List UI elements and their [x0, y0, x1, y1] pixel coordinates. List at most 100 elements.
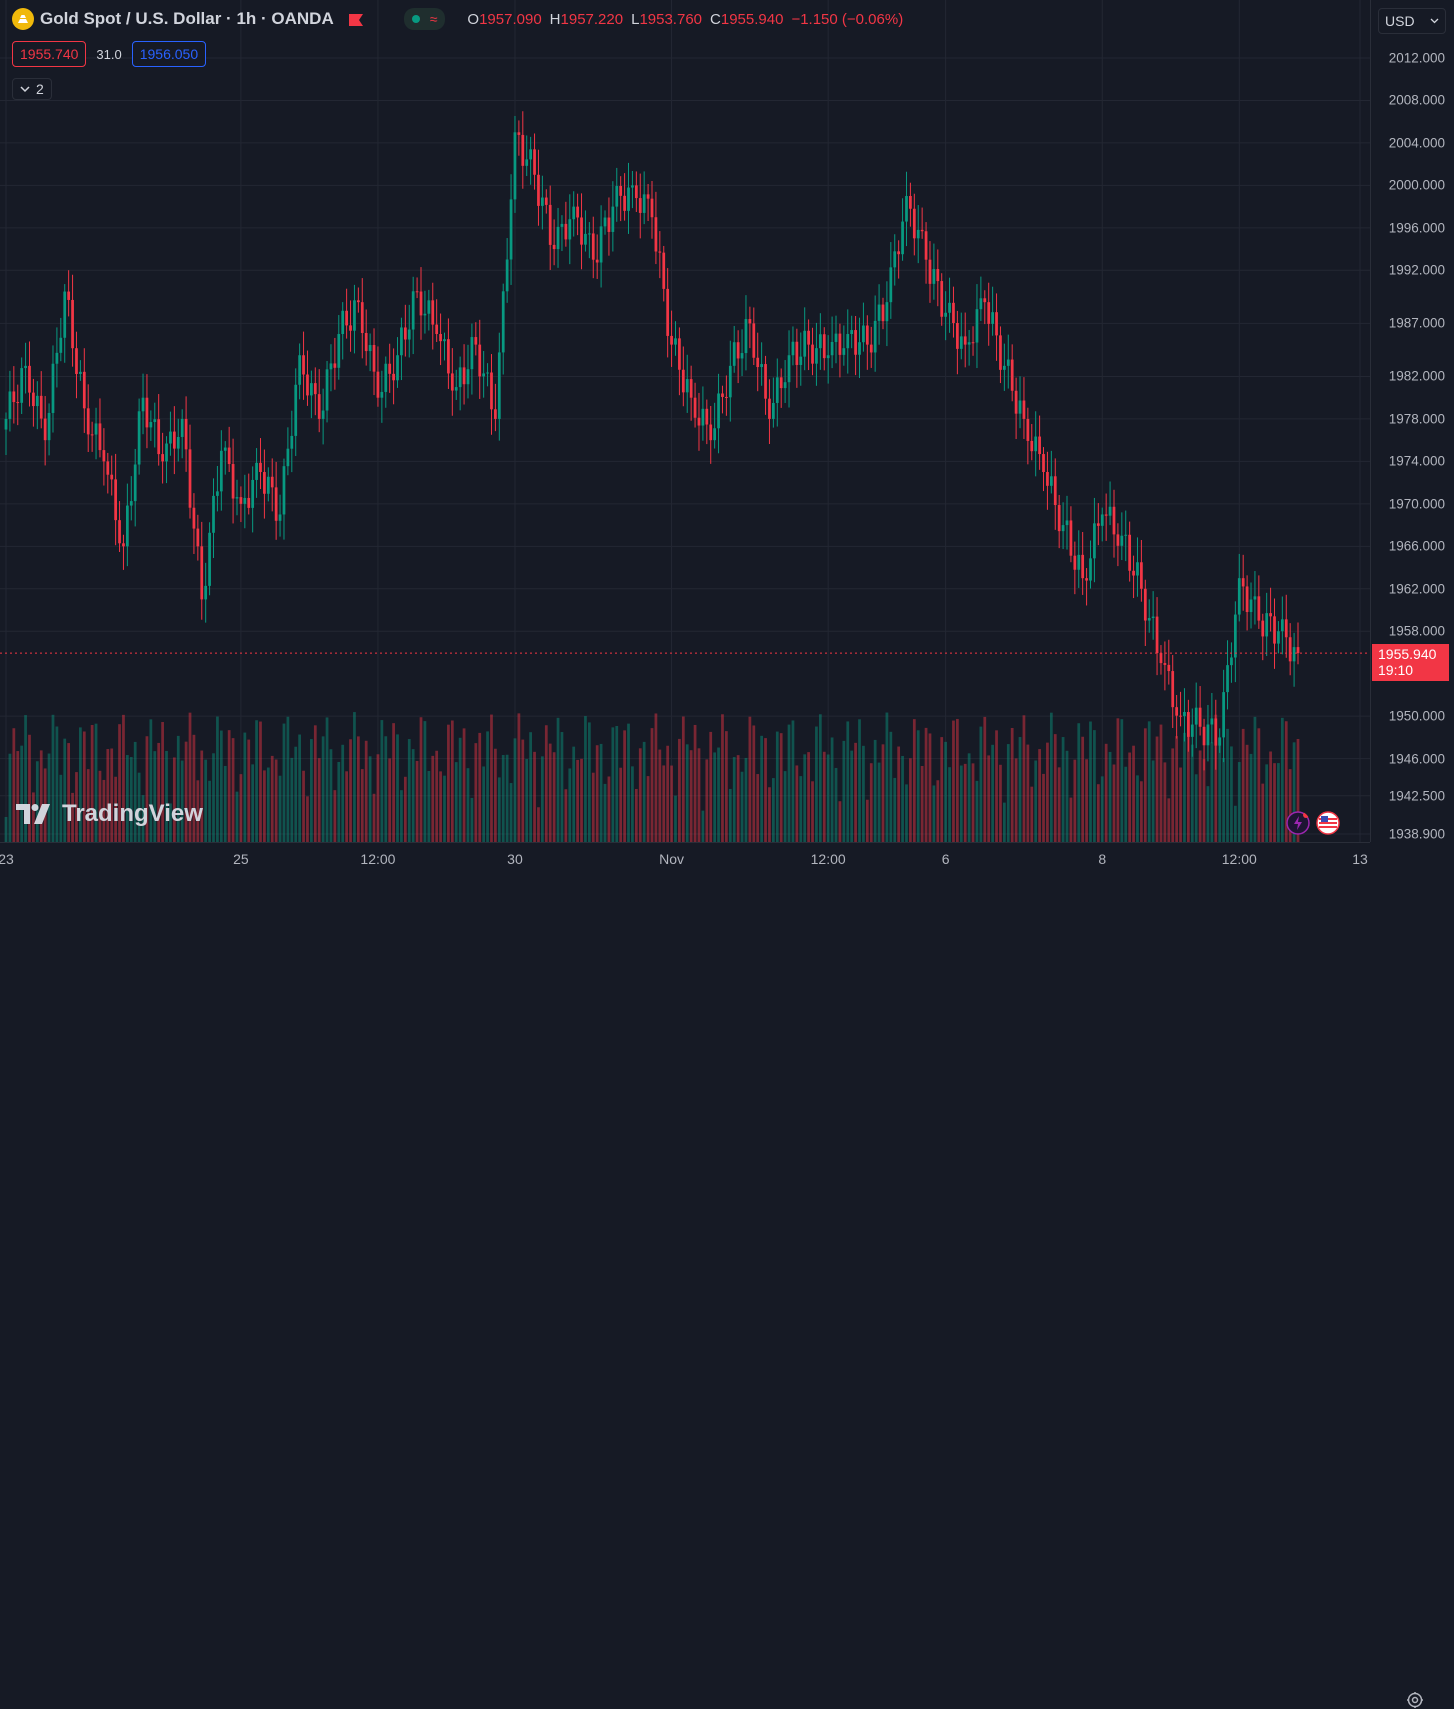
- candle: [223, 441, 227, 475]
- volume-bar: [732, 757, 736, 842]
- volume-bar: [161, 722, 164, 842]
- candle: [90, 421, 94, 452]
- candle-body: [842, 348, 846, 355]
- candle: [924, 222, 928, 284]
- candle-body: [1296, 647, 1300, 654]
- candle: [255, 448, 258, 498]
- volume-bar: [302, 770, 305, 842]
- lightning-icon[interactable]: [1286, 811, 1310, 835]
- candle-body: [1049, 476, 1053, 486]
- volume-bar: [1245, 744, 1249, 842]
- candle-body: [286, 448, 290, 467]
- candle-body: [678, 338, 681, 370]
- volume-bar: [259, 721, 262, 842]
- candle: [219, 430, 223, 511]
- candle-body: [1183, 711, 1186, 717]
- candle-body: [803, 330, 807, 357]
- volume-bar: [537, 807, 540, 842]
- time-scale[interactable]: 23 25 12:00 30 Nov 12:00 6 8 12:00 13: [0, 842, 1423, 1708]
- candle-body: [114, 479, 117, 521]
- settings-gear-icon[interactable]: [1406, 1691, 1424, 1709]
- candle-body: [466, 369, 470, 385]
- candle-body: [1261, 620, 1265, 637]
- indicators-toggle-button[interactable]: 2: [12, 78, 52, 100]
- candle: [764, 355, 767, 415]
- volume-bar: [32, 792, 35, 842]
- symbol-title[interactable]: Gold Spot / U.S. Dollar · 1h · OANDA: [40, 9, 334, 28]
- volume-bar: [1038, 749, 1041, 842]
- currency-selector[interactable]: USD: [1378, 8, 1446, 34]
- candle-body: [161, 454, 164, 462]
- candle-body: [122, 543, 125, 547]
- candle-body: [90, 434, 94, 436]
- candle: [548, 185, 552, 270]
- candle: [380, 370, 384, 423]
- volume-bar: [584, 716, 587, 842]
- volume-bar: [67, 743, 71, 842]
- flag-icon[interactable]: [348, 12, 364, 26]
- volume-bar: [141, 795, 145, 842]
- us-flag-icon[interactable]: [1316, 811, 1340, 835]
- candle-body: [176, 436, 180, 449]
- waves-icon: ≈: [429, 11, 438, 27]
- candle-body: [149, 422, 153, 428]
- candle: [1257, 575, 1261, 629]
- candle-body: [1128, 534, 1132, 571]
- candle-body: [1253, 596, 1257, 600]
- volume-bar: [791, 720, 795, 842]
- candle: [783, 360, 787, 403]
- volume-bar: [1190, 744, 1194, 842]
- sell-price-button[interactable]: 1955.740: [12, 41, 87, 67]
- volume-bar: [999, 764, 1002, 842]
- volume-bar: [321, 736, 325, 842]
- volume-bar: [1014, 758, 1018, 842]
- ohlc-open: O1957.090: [467, 10, 542, 28]
- ohlc-change: −1.150 (−0.06%): [791, 10, 904, 28]
- chart-canvas[interactable]: Gold Spot / U.S. Dollar · 1h · OANDA ≈ O…: [0, 0, 1370, 842]
- candle: [435, 299, 439, 342]
- volume-bar: [243, 732, 247, 842]
- candle: [439, 313, 442, 366]
- ohlc-high: H1957.220: [549, 10, 624, 28]
- candlestick-chart[interactable]: [0, 0, 1370, 842]
- volume-bar: [513, 738, 517, 842]
- volume-bar: [956, 718, 959, 842]
- candle: [999, 326, 1002, 384]
- volume-bar: [627, 723, 630, 842]
- price-label: 1982.000: [1388, 368, 1445, 384]
- price-label: 2000.000: [1388, 177, 1445, 193]
- buy-price-button[interactable]: 1956.050: [131, 41, 207, 67]
- candle-body: [681, 369, 685, 393]
- volume-bar: [501, 755, 505, 842]
- candle: [470, 323, 474, 395]
- candle-body: [650, 198, 654, 218]
- volume-bar: [1171, 748, 1175, 842]
- candle-body: [24, 365, 27, 369]
- candle: [1265, 592, 1269, 656]
- candle: [818, 313, 822, 370]
- volume-bar: [239, 774, 243, 842]
- candle-body: [1030, 440, 1034, 452]
- candle: [263, 449, 266, 519]
- candle: [231, 438, 235, 524]
- tradingview-logo[interactable]: TradingView: [16, 800, 203, 828]
- price-scale[interactable]: USD 2012.000 2008.000 2004.000 2000.000 1996…: [1370, 0, 1454, 842]
- candle: [106, 452, 110, 494]
- volume-bar: [803, 754, 807, 842]
- candle: [55, 327, 59, 388]
- volume-bar: [1210, 742, 1214, 842]
- candle: [967, 329, 971, 366]
- candle-body: [975, 309, 979, 343]
- candle: [1214, 699, 1218, 770]
- candle: [212, 478, 215, 558]
- candle: [995, 293, 998, 361]
- candle-body: [153, 419, 157, 423]
- candle-body: [513, 132, 517, 200]
- price-label: 1992.000: [1388, 262, 1445, 278]
- candle-body: [995, 312, 998, 336]
- volume-bar: [310, 739, 313, 842]
- candle-body: [795, 341, 799, 365]
- volume-bar: [1034, 760, 1038, 842]
- market-status-pill[interactable]: ≈: [403, 8, 446, 30]
- volume-bar: [172, 757, 176, 842]
